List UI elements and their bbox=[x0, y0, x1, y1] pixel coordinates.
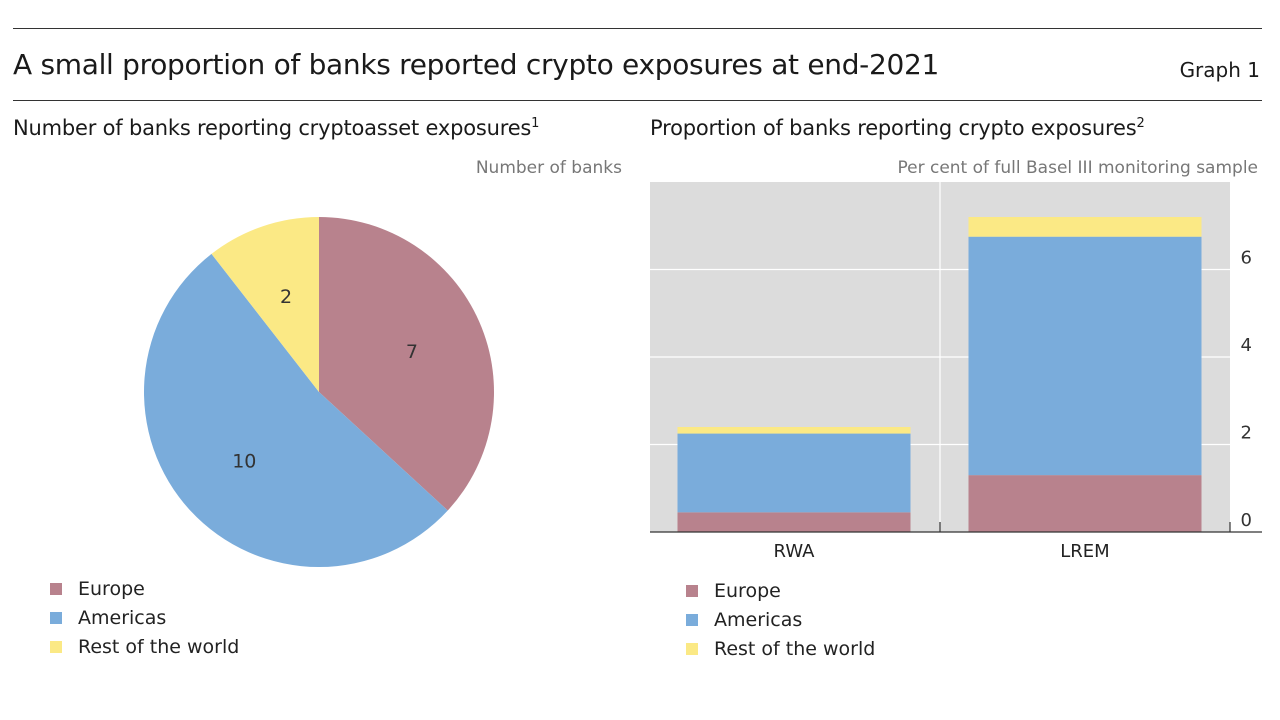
bar-lrem-europe bbox=[968, 475, 1202, 532]
pie-slice-rest-of-the-world bbox=[211, 217, 319, 392]
y-tick-label-6: 6 bbox=[1241, 248, 1252, 269]
left-legend-item-americas: Americas bbox=[50, 603, 239, 632]
right-panel-title-text: Proportion of banks reporting crypto exp… bbox=[650, 116, 1137, 140]
legend-label: Americas bbox=[714, 608, 803, 631]
legend-label: Europe bbox=[78, 577, 145, 600]
y-tick-label-4: 4 bbox=[1241, 335, 1252, 356]
left-panel-title: Number of banks reporting cryptoasset ex… bbox=[13, 116, 539, 140]
left-legend-item-europe: Europe bbox=[50, 574, 239, 603]
legend-swatch bbox=[50, 582, 62, 595]
bar-rwa-rest-of-the-world bbox=[677, 427, 911, 434]
legend-label: Americas bbox=[78, 606, 167, 629]
y-tick-label-2: 2 bbox=[1241, 423, 1252, 444]
top-rule bbox=[13, 28, 1262, 29]
legend-label: Europe bbox=[714, 579, 781, 602]
legend-label: Rest of the world bbox=[78, 635, 240, 658]
y-tick-label-0: 0 bbox=[1241, 510, 1252, 531]
bar-lrem-americas bbox=[968, 236, 1202, 476]
pie-label-europe: 7 bbox=[406, 341, 418, 363]
right-legend-item-americas: Americas bbox=[686, 605, 875, 634]
right-panel-title: Proportion of banks reporting crypto exp… bbox=[650, 116, 1145, 140]
legend-swatch bbox=[686, 584, 698, 597]
left-panel-title-text: Number of banks reporting cryptoasset ex… bbox=[13, 116, 532, 140]
left-panel-footnote: 1 bbox=[531, 116, 540, 131]
pie-label-rest-of-the-world: 2 bbox=[280, 286, 292, 308]
pie-slice-europe bbox=[319, 217, 494, 511]
title-underline-rule bbox=[13, 100, 1262, 101]
right-legend-item-europe: Europe bbox=[686, 576, 875, 605]
legend-label: Rest of the world bbox=[714, 637, 876, 660]
bar-rwa-europe bbox=[677, 512, 911, 532]
legend-swatch bbox=[686, 642, 698, 655]
right-panel-footnote: 2 bbox=[1136, 116, 1145, 131]
left-legend: Europe Americas Rest of the world bbox=[50, 574, 239, 661]
pie-label-americas: 10 bbox=[232, 451, 256, 473]
bar-lrem-rest-of-the-world bbox=[968, 217, 1202, 237]
bar-rwa-americas bbox=[677, 433, 911, 513]
left-panel-unit-label: Number of banks bbox=[475, 158, 622, 178]
x-tick-label-lrem: LREM bbox=[1060, 541, 1109, 562]
right-legend: Europe Americas Rest of the world bbox=[686, 576, 875, 663]
legend-swatch bbox=[50, 611, 62, 624]
right-panel-unit-label: Per cent of full Basel III monitoring sa… bbox=[897, 158, 1258, 178]
legend-swatch bbox=[686, 613, 698, 626]
graph-number-label: Graph 1 bbox=[1179, 58, 1260, 82]
left-legend-item-rest-of-the-world: Rest of the world bbox=[50, 632, 239, 661]
legend-swatch bbox=[50, 640, 62, 653]
x-tick-label-rwa: RWA bbox=[774, 541, 816, 562]
page-title: A small proportion of banks reported cry… bbox=[13, 48, 940, 81]
right-legend-item-rest-of-the-world: Rest of the world bbox=[686, 634, 875, 663]
pie-slice-americas bbox=[143, 253, 448, 568]
